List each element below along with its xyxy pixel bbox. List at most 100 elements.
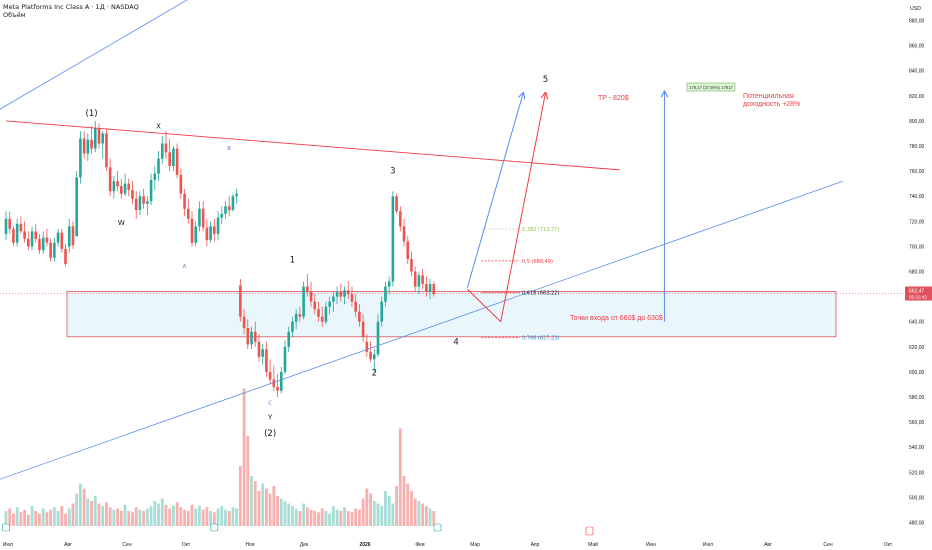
price-axis[interactable]: USD 880,00 860,00 840,00 820,00 800,00 780,00 7… bbox=[905, 0, 932, 550]
candle-body bbox=[93, 128, 97, 149]
candle-body bbox=[276, 386, 279, 391]
chart-header: Meta Platforms Inc Class A · 1Д · NASDAQ… bbox=[3, 3, 139, 19]
candle bbox=[60, 228, 64, 253]
earnings-marker[interactable] bbox=[433, 523, 442, 532]
candle bbox=[402, 218, 406, 247]
wave-label: (1) bbox=[86, 109, 98, 119]
candle bbox=[227, 196, 231, 217]
candle-body bbox=[67, 226, 71, 247]
volume-bar bbox=[90, 501, 93, 526]
volume-bar bbox=[406, 483, 410, 526]
candle bbox=[380, 296, 384, 327]
candle-body bbox=[265, 349, 268, 372]
price-axis-bg bbox=[905, 0, 932, 550]
volume-bar bbox=[34, 511, 38, 526]
candle bbox=[142, 188, 145, 209]
earnings-marker[interactable] bbox=[2, 523, 10, 532]
volume-bar bbox=[294, 508, 298, 526]
price-tick: 540,00 bbox=[909, 445, 925, 451]
candle-body bbox=[231, 196, 235, 211]
candle bbox=[253, 321, 257, 347]
candle bbox=[428, 279, 432, 300]
volume-bar bbox=[12, 513, 15, 526]
volume-bar bbox=[38, 513, 41, 526]
candle bbox=[127, 178, 131, 197]
candle bbox=[175, 143, 179, 179]
candle-body bbox=[142, 196, 145, 204]
volume-bar bbox=[60, 506, 64, 526]
candle-body bbox=[123, 183, 127, 194]
candle bbox=[86, 133, 90, 162]
volume-bar bbox=[108, 507, 112, 526]
candle-body bbox=[417, 275, 421, 287]
candle-body bbox=[101, 133, 105, 144]
candle bbox=[201, 201, 205, 232]
time-axis[interactable]: Июл Авг Сен Окт Ноя Дек 2026 Фев Мар Апр Май Июн Июл… bbox=[0, 538, 905, 550]
volume-bar bbox=[168, 508, 172, 526]
candle bbox=[205, 218, 209, 247]
candle bbox=[350, 286, 354, 307]
time-tick: Мар bbox=[470, 542, 480, 548]
volume-bar bbox=[354, 508, 358, 526]
fib-level-label: 0,786 (627,23) bbox=[522, 336, 559, 342]
candle-body bbox=[358, 311, 361, 322]
event-marker-future[interactable] bbox=[585, 526, 594, 536]
candle-body bbox=[34, 231, 38, 239]
candle bbox=[131, 181, 134, 204]
candle-body bbox=[328, 301, 331, 307]
red-resistance-line[interactable] bbox=[5, 120, 620, 171]
candle bbox=[160, 135, 164, 164]
projection-red-1-line[interactable] bbox=[466, 288, 502, 323]
projection-red-2-line[interactable] bbox=[500, 93, 546, 322]
volume-bar bbox=[145, 508, 149, 526]
candle-body bbox=[97, 128, 101, 144]
entry-zone[interactable] bbox=[66, 291, 837, 338]
candle bbox=[64, 243, 67, 267]
price-tick: 700,00 bbox=[909, 244, 925, 250]
volume-bar bbox=[331, 506, 335, 526]
earnings-marker[interactable] bbox=[210, 523, 219, 532]
candle bbox=[387, 276, 391, 295]
time-tick: Июл bbox=[703, 542, 713, 548]
price-tick: 600,00 bbox=[909, 370, 925, 376]
projection-blue-line[interactable] bbox=[466, 93, 523, 288]
candle bbox=[268, 359, 272, 385]
volume-bar bbox=[45, 512, 49, 526]
wave-label: 5 bbox=[543, 75, 548, 85]
candle-body bbox=[268, 371, 272, 380]
candle bbox=[216, 211, 220, 241]
volume-bar bbox=[41, 508, 45, 526]
candle-body bbox=[86, 139, 90, 154]
candle bbox=[71, 221, 75, 249]
volume-bar bbox=[339, 511, 343, 526]
tp-annotation: TP - 820$ bbox=[598, 95, 629, 102]
candle bbox=[67, 218, 71, 253]
volume-bar bbox=[172, 506, 175, 526]
volume-bar bbox=[265, 488, 268, 526]
candle bbox=[413, 266, 417, 292]
candle-body bbox=[272, 379, 276, 387]
candle-body bbox=[149, 179, 153, 202]
candle-body bbox=[194, 226, 198, 243]
candle bbox=[153, 166, 157, 190]
volume-bar bbox=[343, 507, 346, 526]
lower-channel-blue-line[interactable] bbox=[0, 180, 844, 481]
candle bbox=[376, 314, 380, 357]
candle-body bbox=[82, 138, 86, 154]
candle bbox=[93, 120, 97, 153]
time-tick: Сен bbox=[823, 542, 832, 548]
time-tick: Май bbox=[588, 541, 598, 548]
candle-body bbox=[138, 196, 142, 211]
earnings-marker-box bbox=[210, 523, 219, 532]
time-tick: Окт bbox=[182, 542, 191, 548]
upper-channel-blue-line[interactable] bbox=[0, 0, 423, 112]
volume-bar bbox=[395, 486, 398, 526]
candle bbox=[372, 349, 376, 372]
volume-bar bbox=[361, 498, 365, 526]
candle-body bbox=[369, 351, 372, 360]
volume-bar bbox=[309, 509, 313, 526]
volume-bar bbox=[432, 511, 436, 526]
volume-bar bbox=[56, 511, 60, 526]
candle-body bbox=[365, 341, 369, 352]
